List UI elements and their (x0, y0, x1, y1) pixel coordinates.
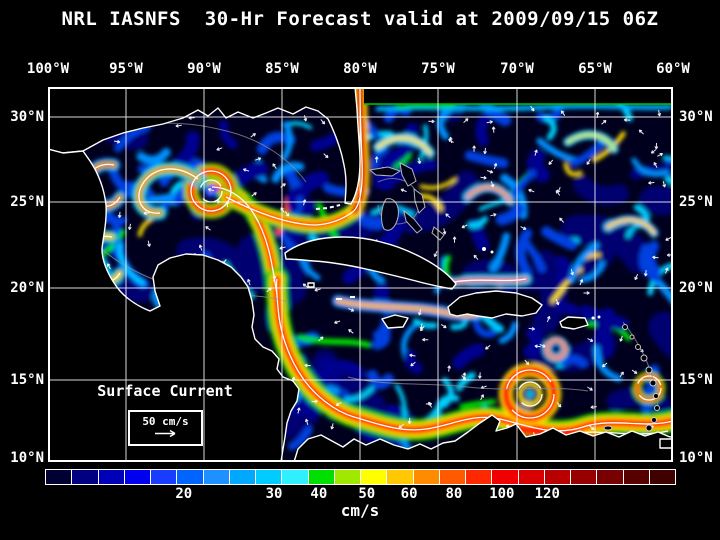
colorbar-segment (518, 470, 544, 484)
colorbar-segment (72, 470, 98, 484)
speed-colorbar (45, 469, 676, 485)
puerto-rico (559, 316, 589, 330)
south-america (293, 414, 673, 462)
lat-tick-label: 30°N (679, 109, 713, 125)
colorbar-segment (124, 470, 150, 484)
lat-tick-label: 20°N (10, 280, 44, 296)
colorbar-tick-label: 40 (310, 486, 328, 502)
hispaniola (447, 290, 543, 319)
colorbar-segment (203, 470, 229, 484)
lat-tick-label: 25°N (10, 194, 44, 210)
colorbar-segment (597, 470, 623, 484)
colorbar-segment (334, 470, 360, 484)
colorbar-tick-label: 100 (489, 486, 515, 502)
colorbar-segment (544, 470, 570, 484)
lon-tick-label: 70°W (500, 61, 534, 77)
figure-title: NRL IASNFS 30-Hr Forecast valid at 2009/… (61, 8, 659, 30)
vector-scale-label: 50 cm/s (142, 415, 189, 428)
colorbar-tick-label: 80 (445, 486, 463, 502)
map-frame (48, 87, 673, 462)
mexico-central-america (48, 148, 300, 462)
map-canvas (48, 87, 673, 462)
colorbar-segment (308, 470, 334, 484)
colorbar-tick-label: 30 (265, 486, 283, 502)
colorbar-segment (439, 470, 465, 484)
field-annotation: Surface Current (97, 382, 233, 400)
jamaica (381, 314, 409, 329)
current-speed-map (48, 87, 673, 462)
colorbar-segment (256, 470, 282, 484)
colorbar-segment (361, 470, 387, 484)
trinidad (659, 438, 673, 449)
lat-tick-label: 15°N (10, 372, 44, 388)
lat-tick-label: 10°N (679, 450, 713, 466)
colorbar-segment (571, 470, 597, 484)
colorbar-segment (151, 470, 177, 484)
island-chains (315, 204, 355, 300)
colorbar-unit: cm/s (340, 501, 380, 520)
lon-tick-label: 90°W (187, 61, 221, 77)
lat-tick-label: 15°N (679, 372, 713, 388)
lat-tick-label: 30°N (10, 109, 44, 125)
colorbar-tick-label: 120 (534, 486, 560, 502)
model-domain-mask (364, 87, 673, 104)
lon-tick-label: 85°W (265, 61, 299, 77)
colorbar-segment (387, 470, 413, 484)
lat-tick-label: 25°N (679, 194, 713, 210)
colorbar-segment (282, 470, 308, 484)
colorbar-tick-label: 50 (358, 486, 376, 502)
lon-tick-label: 95°W (109, 61, 143, 77)
colorbar-segment (649, 470, 675, 484)
colorbar-segment (492, 470, 518, 484)
graticule (48, 87, 673, 462)
colorbar-segment (229, 470, 255, 484)
colorbar-segment (46, 470, 72, 484)
colorbar-segment (623, 470, 649, 484)
colorbar-segment (98, 470, 124, 484)
lat-tick-label: 10°N (10, 450, 44, 466)
lon-tick-label: 75°W (421, 61, 455, 77)
colorbar-tick-label: 20 (175, 486, 193, 502)
isle-of-youth (307, 282, 315, 288)
lon-tick-label: 60°W (656, 61, 690, 77)
colorbar-segment (177, 470, 203, 484)
cuba (284, 236, 457, 290)
small-islands (482, 247, 601, 320)
colorbar-segment (413, 470, 439, 484)
lat-tick-label: 20°N (679, 280, 713, 296)
vector-scale-box: 50 cm/s (128, 410, 203, 446)
colorbar-segment (466, 470, 492, 484)
lon-tick-label: 80°W (343, 61, 377, 77)
lon-tick-label: 65°W (578, 61, 612, 77)
lon-tick-label: 100°W (26, 61, 70, 77)
colorbar-tick-label: 60 (400, 486, 418, 502)
scale-arrow-icon (154, 429, 175, 438)
